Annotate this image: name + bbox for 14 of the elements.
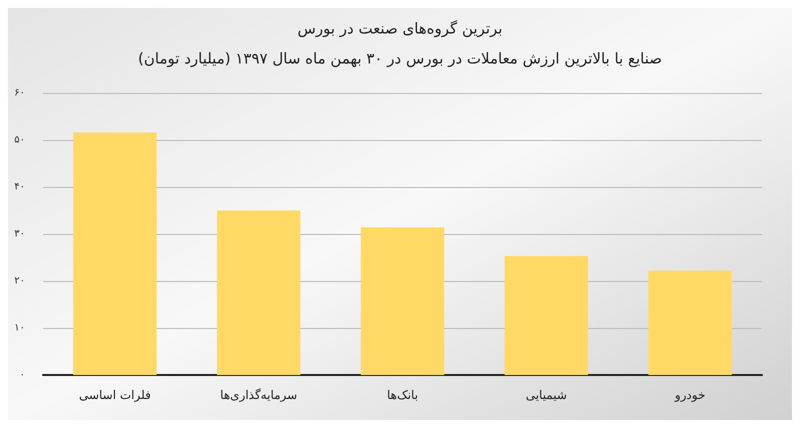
- chart-subtitle: صنایع با بالاترین ارزش معاملات در بورس در ۳۰ بهمن ماه سال ۱۳۹۷ (میلیارد تومان): [138, 50, 662, 68]
- y-tick-label: ۵۰: [14, 134, 25, 146]
- x-tick-label: شیمیایی: [526, 388, 567, 402]
- y-tick-label: ۲۰: [14, 276, 25, 286]
- x-tick-label: سرمایه‌گذاری‌ها: [220, 388, 298, 402]
- x-tick-label: فلرات اساسی: [78, 388, 151, 402]
- y-tick-label: ۶۰: [14, 88, 25, 98]
- x-tick-label: خودرو: [674, 388, 706, 402]
- y-tick-label: ۳۰: [14, 228, 25, 240]
- y-tick-label: ۱۰: [14, 322, 25, 334]
- chart-title: برترین گروه‌های صنعت در بورس: [298, 20, 502, 38]
- y-tick-label: ۴۰: [14, 182, 25, 192]
- x-tick-label: بانک‌ها: [386, 388, 418, 402]
- y-tick-label: ۰: [20, 370, 25, 380]
